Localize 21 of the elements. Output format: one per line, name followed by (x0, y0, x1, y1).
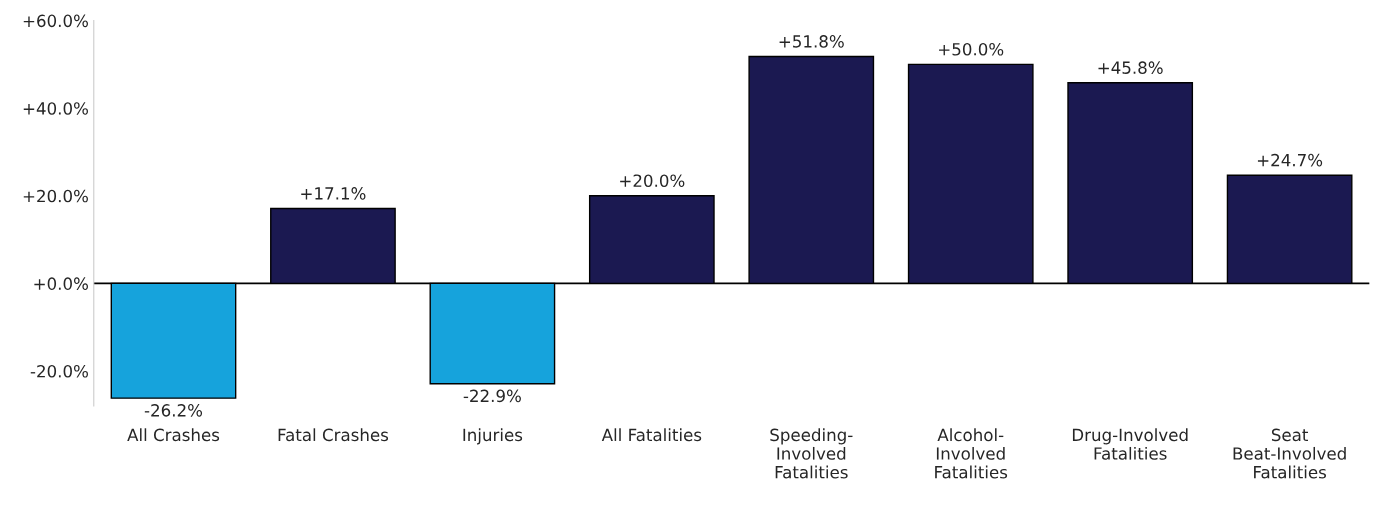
data-label: -26.2% (144, 404, 203, 417)
x-tick-label: Drug-Involved Fatalities (1072, 428, 1188, 460)
x-tick-label: Fatal Crashes (278, 428, 389, 442)
data-label: +20.0% (620, 174, 685, 187)
y-tick-label: +20.0% (23, 189, 88, 203)
x-tick-label: All Crashes (127, 428, 220, 442)
data-label: +51.8% (779, 35, 844, 48)
x-tick-label: Injuries (463, 428, 523, 445)
data-label: -22.9% (463, 389, 521, 403)
x-tick-label: All Fatalities (601, 428, 702, 442)
y-tick-label: +60.0% (23, 14, 88, 28)
y-tick-label: +0.0% (34, 277, 88, 290)
data-label: +45.8% (1098, 61, 1163, 74)
y-tick-label: +40.0% (23, 102, 88, 115)
data-label: +50.0% (939, 42, 1004, 56)
data-label: +24.7% (1257, 153, 1323, 167)
data-label: +17.1% (301, 187, 366, 200)
y-tick-label: -20.0% (30, 364, 88, 378)
x-tick-label: Seat Beat-Involved Fatalities (1233, 428, 1346, 479)
x-tick-label: Alcohol- Involved Fatalities (935, 428, 1008, 479)
x-tick-label: Speeding- Involved Fatalities (770, 428, 853, 479)
